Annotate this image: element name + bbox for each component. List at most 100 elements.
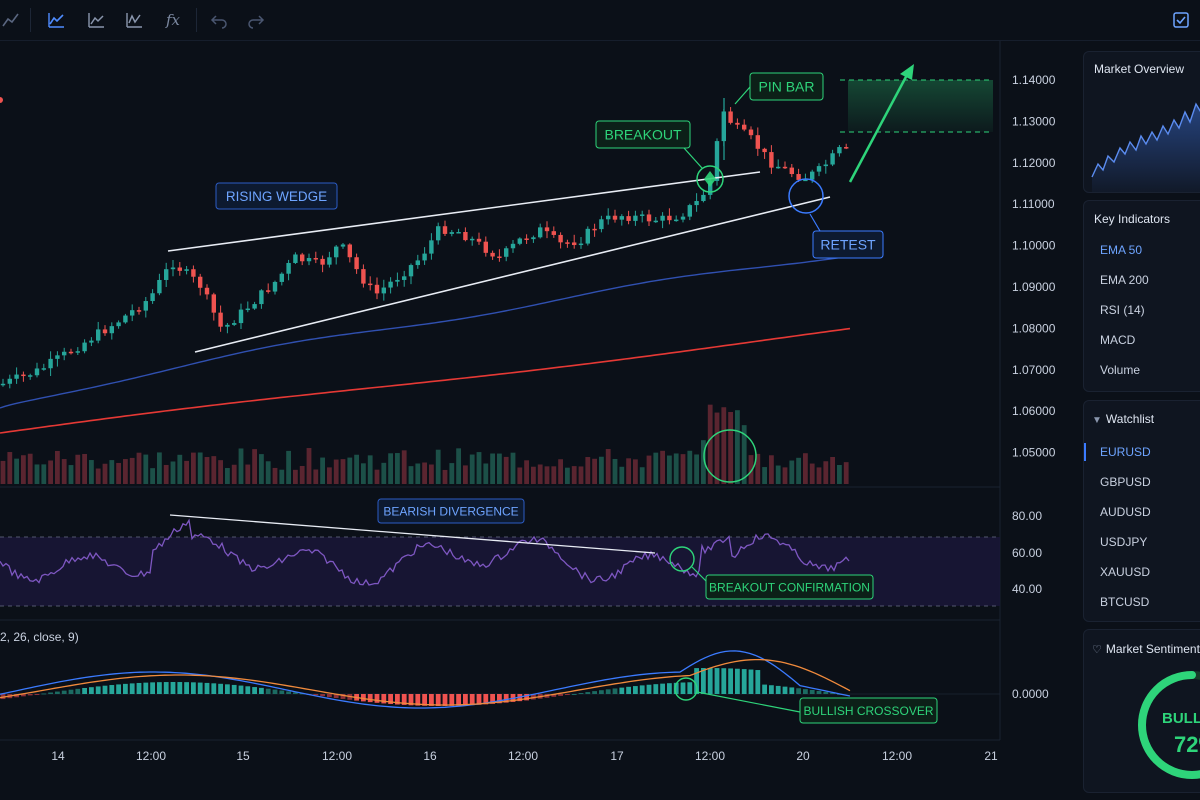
market-sentiment-title-text: Market Sentiment	[1105, 642, 1200, 656]
candle-body	[694, 201, 699, 206]
price-tick-label: 1.07000	[1012, 363, 1056, 377]
volume-bar	[408, 466, 414, 484]
macd-hist-bar	[272, 689, 278, 694]
volume-bar	[490, 453, 495, 484]
macd-crossover-circle	[674, 677, 698, 701]
candle-body	[789, 167, 794, 175]
volume-bar	[109, 460, 115, 484]
macd-hist-bar	[27, 694, 33, 696]
line-chart-icon[interactable]	[45, 9, 67, 31]
price-tick-label: 1.08000	[1012, 321, 1056, 335]
macd-hist-bar	[293, 692, 298, 694]
volume-bar	[769, 455, 774, 484]
macd-hist-bar	[89, 687, 94, 694]
volume-bar	[265, 461, 271, 484]
candle-body	[701, 194, 706, 202]
volume-bar	[531, 466, 536, 484]
volume-bar	[225, 468, 230, 484]
indicator-volume[interactable]: Volume	[1100, 363, 1141, 377]
volume-bar	[565, 467, 570, 484]
macd-histogram	[0, 668, 842, 706]
watchlist-item-audusd[interactable]: AUDUSD	[1100, 505, 1151, 519]
macd-hist-bar	[735, 668, 740, 694]
volume-bar	[599, 456, 604, 484]
candle-body	[252, 304, 257, 309]
function-icon[interactable]: fx	[165, 11, 180, 29]
watchlist-item-btcusd[interactable]: BTCUSD	[1100, 595, 1150, 609]
watchlist-item-eurusd[interactable]: EURUSD	[1100, 445, 1151, 459]
candle-body	[150, 293, 155, 302]
rising-wedge-label: RISING WEDGE	[215, 182, 338, 210]
candle-body	[286, 262, 291, 274]
volume-bar	[150, 468, 155, 484]
volume-bar	[592, 458, 597, 484]
svg-text:BEARISH DIVERGENCE: BEARISH DIVERGENCE	[383, 505, 518, 519]
price-tick-label: 1.09000	[1012, 280, 1056, 294]
volume-bar	[680, 454, 686, 484]
volume-bar	[476, 452, 482, 484]
macd-hist-bar	[75, 688, 81, 694]
volume-bar	[272, 467, 278, 484]
candle-body	[347, 244, 352, 258]
undo-icon[interactable]	[208, 9, 230, 31]
volume-bar	[354, 454, 359, 484]
breakout-circle	[696, 165, 724, 193]
macd-hist-bar	[265, 688, 271, 694]
macd-hist-bar	[157, 682, 162, 694]
volume-bar	[578, 466, 584, 484]
volume-bar	[803, 453, 808, 484]
candle-body	[538, 227, 543, 238]
macd-hist-bar	[551, 694, 557, 697]
indicator-ema-50[interactable]: EMA 50	[1100, 243, 1143, 257]
candle-body	[184, 269, 189, 271]
volume-bar	[612, 458, 618, 484]
trading-chart[interactable]: RISING WEDGE BREAKOUT PIN BAR RETEST BEA…	[0, 41, 1070, 800]
candle-body	[674, 219, 679, 222]
candle-body	[34, 368, 40, 376]
rsi-tick-label: 60.00	[1012, 546, 1042, 560]
rsi-tick-label: 80.00	[1012, 509, 1042, 523]
indicator-ema-200[interactable]: EMA 200	[1100, 273, 1149, 287]
chart-type-icon[interactable]	[0, 9, 22, 31]
macd-hist-bar	[191, 682, 196, 694]
rsi-axis: 80.00 60.00 40.00	[1012, 509, 1042, 596]
redo-icon[interactable]	[245, 9, 267, 31]
candle-body	[198, 276, 203, 288]
macd-hist-bar	[619, 687, 625, 694]
heart-icon: ♡	[1092, 644, 1102, 656]
volume-bar	[0, 460, 6, 484]
candle-body	[476, 238, 482, 242]
candle-body	[463, 231, 468, 241]
watchlist-item-xauusd[interactable]: XAUUSD	[1100, 565, 1151, 579]
candle-body	[755, 135, 760, 149]
watchlist-item-gbpusd[interactable]: GBPUSD	[1100, 475, 1151, 489]
candle-body	[544, 227, 550, 232]
macd-hist-bar	[395, 694, 400, 705]
indicator-rsi[interactable]: RSI (14)	[1100, 303, 1145, 317]
indicator-macd[interactable]: MACD	[1100, 333, 1136, 347]
alert-marker	[0, 97, 3, 103]
toolbar-separator	[30, 8, 31, 32]
market-overview-panel[interactable]: Market Overview	[1083, 51, 1200, 193]
time-tick-label: 12:00	[322, 749, 352, 763]
candle-body	[742, 124, 747, 130]
candle-body	[266, 290, 271, 292]
candle-body	[796, 174, 801, 180]
watchlist-item-usdjpy[interactable]: USDJPY	[1100, 535, 1148, 549]
price-tick-label: 1.05000	[1012, 446, 1056, 460]
candles-chart-icon[interactable]	[123, 9, 145, 31]
candle-body	[653, 220, 658, 223]
time-tick-label: 14	[51, 749, 65, 763]
macd-hist-bar	[231, 684, 237, 694]
volume-bar	[218, 460, 223, 484]
divergence-line	[169, 514, 656, 554]
candle-body	[531, 237, 536, 240]
candle-body	[490, 252, 495, 257]
candle-body	[708, 180, 713, 195]
candle-body	[735, 122, 740, 125]
volume-bar	[157, 452, 162, 484]
volume-bar	[429, 464, 434, 484]
bar-chart-icon[interactable]	[85, 9, 107, 31]
checkbox-icon[interactable]	[1170, 9, 1192, 31]
volume-bar	[667, 455, 672, 484]
